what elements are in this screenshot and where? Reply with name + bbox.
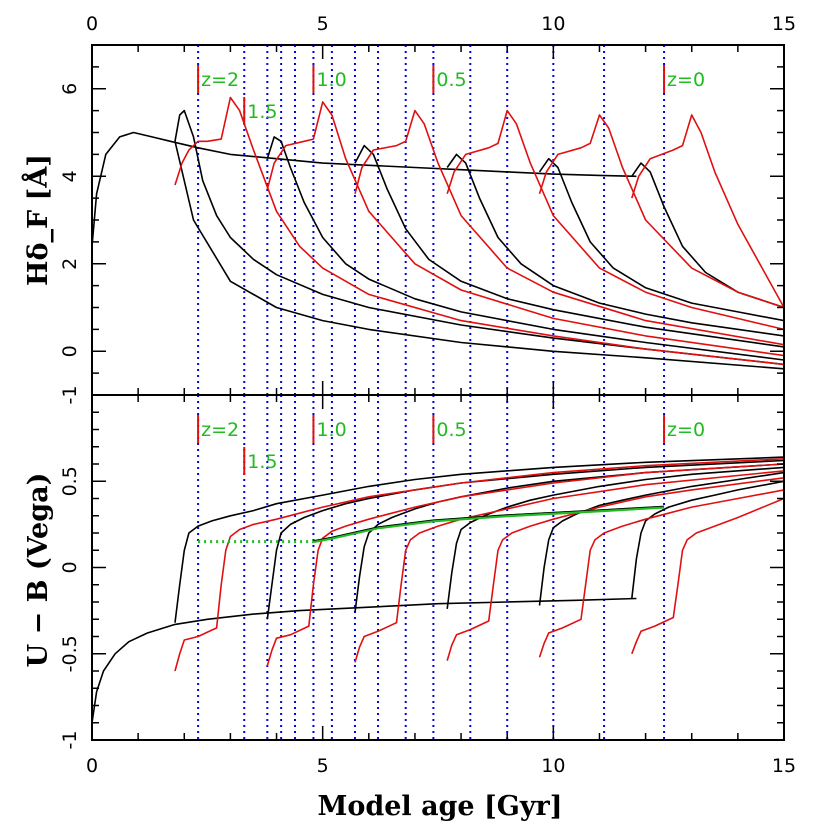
top-x-tick-label-2: 10	[541, 13, 565, 35]
top-series-black-6	[538, 157, 784, 322]
bottom-series-red-12	[631, 497, 784, 655]
top-y-tick-label-1: 0	[59, 345, 81, 357]
top-series-black-5	[446, 153, 784, 337]
bottom-y-tick-label-3: 0.5	[59, 466, 81, 496]
top-x-tick-label-1: 5	[317, 13, 329, 35]
bottom-series-red-11	[538, 489, 784, 658]
bottom-y-tick-label-2: 0	[59, 561, 81, 573]
top-plot-area	[92, 45, 784, 395]
top-series-red-8	[174, 96, 784, 366]
bottom-plot-area	[92, 395, 784, 740]
bottom-x-tick-label-1: 5	[317, 755, 329, 777]
bottom-series-red-7	[174, 458, 784, 672]
top-y-axis-title: Hδ_F [Å]	[20, 154, 54, 286]
bottom-z-label-3: 0.5	[436, 419, 466, 441]
green-track-outline	[313, 505, 665, 541]
top-z-label-0: z=2	[201, 69, 239, 91]
top-x-tick-label-0: 0	[86, 13, 98, 35]
top-y-tick-label-0: -1	[59, 386, 81, 405]
bottom-y-axis-title: U − B (Vega)	[23, 473, 54, 668]
top-series-black-4	[354, 144, 784, 348]
top-series-black-7	[631, 162, 784, 309]
top-series-black-2	[174, 141, 784, 370]
bottom-x-tick-label-2: 10	[541, 755, 565, 777]
bottom-series-red-10	[446, 477, 784, 661]
top-z-label-4: z=0	[667, 69, 705, 91]
bottom-series-black-2	[266, 459, 784, 620]
bottom-z-label-4: z=0	[667, 419, 705, 441]
top-y-tick-label-2: 2	[59, 258, 81, 270]
bottom-panel-u-b: z=2 1.5 1.0 0.5 z=0 -1 -0.5 0 0.5 0 5 10 15	[59, 394, 796, 777]
bottom-series-black-6	[631, 480, 784, 599]
x-axis-title: Model age [Gyr]	[317, 791, 562, 822]
bottom-series-black-0	[92, 597, 637, 723]
top-series-red-10	[354, 109, 784, 346]
green-track-solid	[313, 505, 665, 544]
top-series-black-1	[174, 109, 784, 366]
bottom-series-black-3	[354, 463, 784, 613]
top-z-label-2: 1.0	[316, 69, 346, 91]
top-series-black-3	[266, 136, 784, 361]
top-series-black-0	[92, 131, 637, 247]
bottom-x-tick-label-3: 15	[772, 755, 796, 777]
top-z-label-3: 0.5	[436, 69, 466, 91]
top-series-red-9	[266, 101, 784, 357]
top-y-tick-label-3: 4	[59, 170, 81, 182]
bottom-z-label-1: 1.5	[247, 451, 277, 473]
top-y-tick-label-4: 6	[59, 83, 81, 95]
bottom-series-black-4	[446, 466, 784, 610]
bottom-series-red-8	[266, 463, 784, 667]
top-panel-hdelta: z=2 1.5 1.0 0.5 z=0 -1 0 2 4 6 0 5 10 15	[59, 13, 796, 404]
bottom-z-label-2: 1.0	[316, 419, 346, 441]
top-series-red-11	[446, 109, 784, 331]
top-z-label-1: 1.5	[247, 101, 277, 123]
bottom-x-tick-label-0: 0	[86, 755, 98, 777]
bottom-z-label-0: z=2	[201, 419, 239, 441]
bottom-y-tick-label-1: -0.5	[59, 635, 81, 672]
top-x-tick-label-3: 15	[772, 13, 796, 35]
bottom-series-black-5	[538, 471, 784, 606]
bottom-y-tick-label-0: -1	[59, 731, 81, 750]
top-frame	[91, 44, 785, 396]
top-series-red-13	[631, 114, 784, 308]
bottom-series-red-9	[354, 470, 784, 663]
top-series-red-12	[538, 114, 784, 309]
bottom-series-black-1	[174, 456, 784, 623]
